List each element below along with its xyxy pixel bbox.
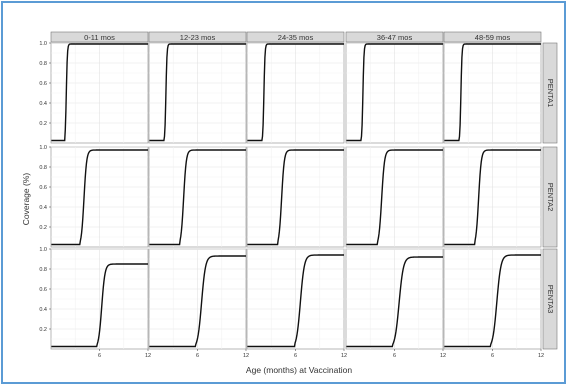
- series-line-penta1-3: [247, 43, 344, 142]
- x-tick-label: 12: [341, 353, 347, 359]
- x-tick-label: 6: [196, 353, 199, 359]
- y-tick-label: 0.2: [39, 121, 47, 127]
- facet-label-column: 0-11 mos: [84, 33, 115, 42]
- facet-label-row: PENTA2: [546, 183, 555, 212]
- y-tick-label: 0.2: [39, 327, 47, 333]
- x-tick-label: 12: [145, 353, 151, 359]
- facet-label-row: PENTA3: [546, 285, 555, 314]
- faceted-line-chart: 0-11 mos 12-23 mos 24-35 mos 36-47 mos 48-59…: [21, 31, 558, 375]
- x-axis-title: Age (months) at Vaccination: [246, 365, 352, 375]
- series-line-penta2-1: [51, 149, 148, 246]
- y-tick-label: 1.0: [39, 41, 47, 47]
- series-line-penta3-2: [149, 255, 246, 348]
- series-line-penta2-3: [247, 149, 344, 246]
- facet-strip-row: [542, 42, 558, 144]
- facet-label-column: 24-35 mos: [278, 33, 314, 42]
- y-tick-label: 0.6: [39, 185, 47, 191]
- facet-strip-column: [246, 31, 345, 43]
- x-tick-label: 6: [491, 353, 494, 359]
- y-axis-title: Coverage (%): [21, 173, 31, 226]
- y-tick-label: 1.0: [39, 145, 47, 151]
- x-tick-label: 6: [98, 353, 101, 359]
- series-line-penta1-4: [346, 43, 443, 142]
- series-line-penta1-1: [51, 43, 148, 142]
- y-tick-label: 0.8: [39, 267, 47, 273]
- series-line-penta3-3: [247, 254, 344, 348]
- y-tick-label: 0.6: [39, 81, 47, 87]
- y-tick-label: 0.4: [39, 101, 47, 107]
- facet-label-column: 48-59 mos: [475, 33, 511, 42]
- x-tick-label: 6: [294, 353, 297, 359]
- facet-strip-column: [148, 31, 247, 43]
- facet-strip-row: [542, 146, 558, 248]
- facet-strip-column: [443, 31, 542, 43]
- series-line-penta2-2: [149, 149, 246, 246]
- y-tick-label: 0.8: [39, 165, 47, 171]
- series-line-penta3-4: [346, 256, 443, 348]
- facet-strip-column: [50, 31, 149, 43]
- y-tick-label: 0.4: [39, 307, 47, 313]
- y-tick-label: 0.6: [39, 287, 47, 293]
- series-line-penta2-4: [346, 149, 443, 246]
- facet-label-row: PENTA1: [546, 79, 555, 108]
- y-tick-label: 1.0: [39, 247, 47, 253]
- x-tick-label: 12: [440, 353, 446, 359]
- x-tick-label: 12: [243, 353, 249, 359]
- series-line-penta1-5: [444, 43, 541, 142]
- x-tick-label: 12: [538, 353, 544, 359]
- series-line-penta1-2: [149, 43, 246, 142]
- y-tick-label: 0.2: [39, 225, 47, 231]
- facet-strip-row: [542, 248, 558, 350]
- facet-label-column: 12-23 mos: [180, 33, 216, 42]
- y-tick-label: 0.4: [39, 205, 47, 211]
- series-line-penta3-5: [444, 254, 541, 348]
- y-tick-label: 0.8: [39, 61, 47, 67]
- facet-strip-column: [345, 31, 444, 43]
- series-line-penta2-5: [444, 149, 541, 246]
- x-tick-label: 6: [393, 353, 396, 359]
- facet-label-column: 36-47 mos: [377, 33, 413, 42]
- series-line-penta3-1: [51, 263, 148, 348]
